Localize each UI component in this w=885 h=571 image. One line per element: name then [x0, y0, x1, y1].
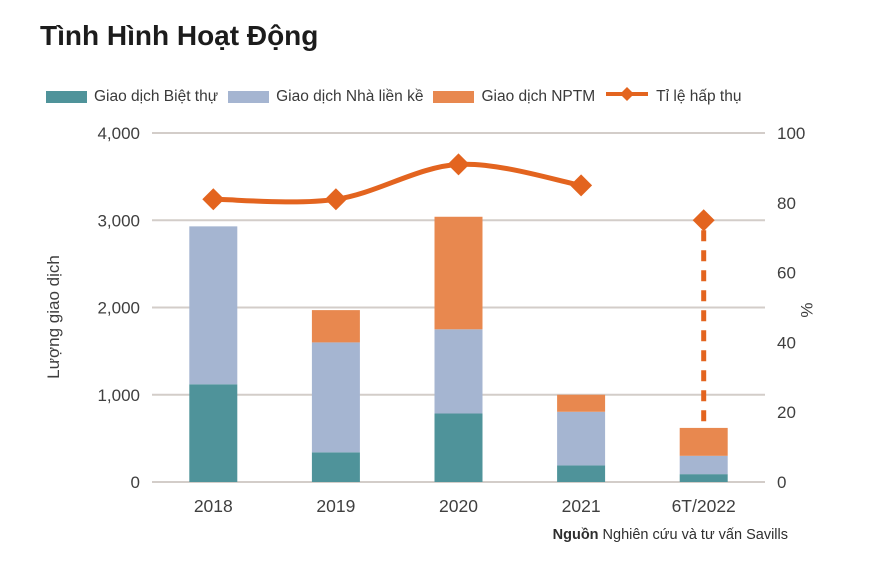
legend-item-ti-le-hap-thu: Tỉ lệ hấp thụ: [605, 87, 741, 106]
legend-label: Tỉ lệ hấp thụ: [656, 87, 742, 105]
bar-segment: [434, 329, 483, 414]
bar-segment: [311, 452, 360, 482]
right-axis-tick-label: 40: [777, 333, 796, 352]
absorption-diamond-marker: [570, 174, 593, 197]
left-axis-tick-label: 2,000: [97, 299, 140, 318]
townhouse-swatch-icon: [228, 90, 270, 103]
left-axis-tick-label: 1,000: [97, 386, 140, 405]
bar-segment: [557, 465, 606, 482]
legend-label: Giao dịch NPTM: [481, 87, 596, 105]
legend-item-nptm: Giao dịch NPTM: [433, 88, 595, 106]
bar-segment: [311, 310, 360, 343]
absorption-diamond-marker: [447, 153, 470, 176]
absorption-diamond-marker: [324, 188, 347, 211]
source-text: Nghiên cứu và tư vấn Savills: [602, 527, 788, 543]
bar-segment: [434, 413, 483, 482]
bar-segment: [434, 216, 483, 330]
legend-label: Giao dịch Biệt thự: [94, 87, 219, 105]
x-axis-category-label: 2021: [562, 496, 601, 516]
x-axis-category-label: 2018: [194, 496, 233, 516]
absorption-rate-line: [210, 161, 584, 205]
source-label: Nguồn: [552, 527, 599, 543]
right-axis-tick-label: 80: [777, 194, 796, 213]
chart-legend: Giao dịch Biệt thự Giao dịch Nhà liền kề…: [46, 87, 741, 106]
left-axis-tick-label: 3,000: [97, 211, 140, 230]
right-axis-tick-label: 100: [777, 124, 805, 143]
left-axis-tick-label: 0: [131, 473, 140, 492]
bar-segment: [311, 342, 360, 453]
bar-segment: [189, 384, 238, 482]
legend-item-biet-thu: Giao dịch Biệt thự: [46, 88, 218, 106]
page-title: Tình Hình Hoạt Động: [40, 20, 319, 51]
absorption-line-marker-icon: [605, 87, 649, 106]
bar-segment: [679, 474, 728, 482]
absorption-diamond-marker: [692, 209, 715, 232]
legend-item-nha-lien-ke: Giao dịch Nhà liền kề: [228, 88, 423, 106]
right-axis-tick-label: 60: [777, 264, 796, 283]
shophouse-swatch-icon: [433, 90, 475, 103]
right-axis-tick-label: 0: [777, 473, 786, 492]
legend-label: Giao dịch Nhà liền kề: [276, 87, 424, 105]
villa-swatch-icon: [46, 90, 87, 103]
bar-segment: [679, 455, 728, 475]
right-axis-tick-label: 20: [777, 403, 796, 422]
absorption-diamond-marker: [202, 188, 225, 211]
left-axis-tick-label: 4,000: [97, 124, 140, 143]
x-axis-category-label: 6T/2022: [672, 496, 736, 516]
x-axis-category-label: 2019: [316, 496, 355, 516]
x-axis-category-label: 2020: [439, 496, 478, 516]
source-attribution: Nguồn Nghiên cứu và tư vấn Savills: [553, 527, 788, 543]
bar-segment: [189, 226, 238, 385]
bar-segment: [679, 427, 728, 456]
bar-segment: [557, 411, 606, 466]
bar-segment: [557, 394, 606, 412]
